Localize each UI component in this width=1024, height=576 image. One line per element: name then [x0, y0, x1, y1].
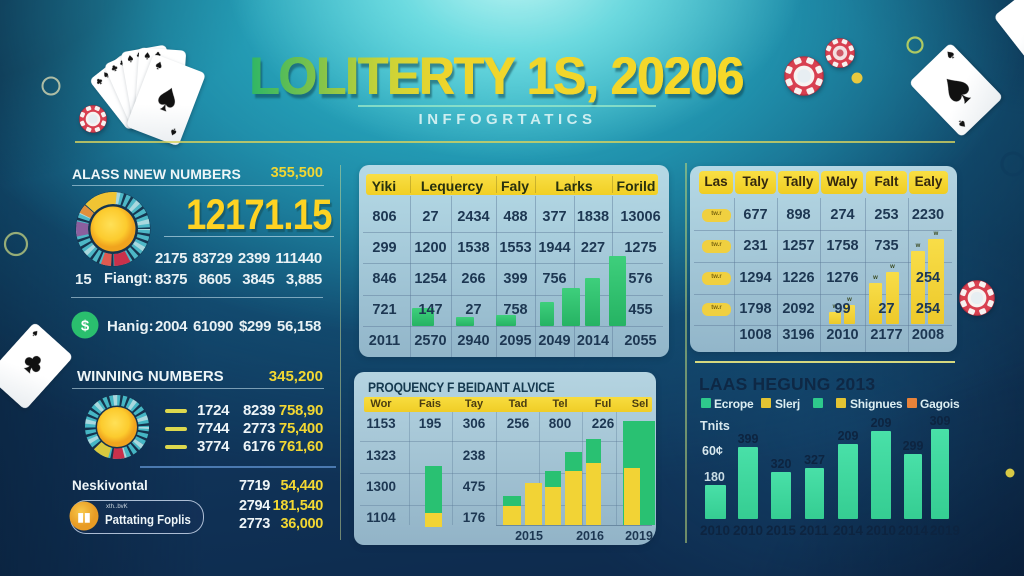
svg-text:$: $	[81, 318, 90, 335]
svg-text:▮▮: ▮▮	[77, 510, 90, 524]
